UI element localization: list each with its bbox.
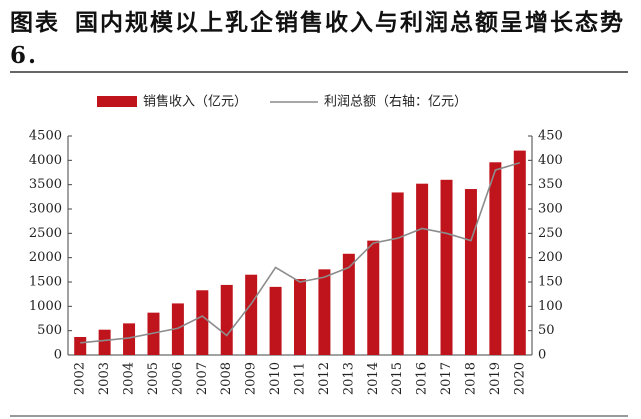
- y2-tick-label: 150: [538, 275, 563, 290]
- bar: [171, 303, 184, 355]
- x-tick-label: 2006: [170, 362, 185, 395]
- chart-title-block: 图表6. 国内规模以上乳企销售收入与利润总额呈增长态势: [10, 6, 631, 72]
- bar: [391, 192, 404, 355]
- x-tick-label: 2016: [415, 362, 430, 395]
- x-tick-label: 2017: [439, 362, 454, 395]
- y2-tick-label: 200: [538, 250, 563, 265]
- bar: [464, 189, 477, 355]
- x-tick-label: 2018: [463, 362, 478, 395]
- y2-tick-label: 450: [538, 129, 563, 144]
- bar: [269, 286, 282, 355]
- x-tick-label: 2015: [390, 362, 405, 395]
- bar: [245, 274, 258, 355]
- y-tick-label: 500: [37, 323, 62, 338]
- y-tick-label: 4500: [29, 129, 62, 144]
- bar: [123, 323, 136, 355]
- bar: [489, 162, 502, 355]
- bar: [98, 329, 111, 355]
- bar: [220, 284, 233, 355]
- y-tick-label: 1000: [29, 299, 62, 314]
- x-tick-label: 2013: [341, 362, 356, 395]
- x-tick-label: 2019: [488, 362, 503, 395]
- y2-tick-label: 100: [538, 299, 563, 314]
- x-tick-label: 2011: [293, 362, 308, 395]
- y-tick-label: 0: [54, 348, 62, 363]
- y-tick-label: 3000: [29, 202, 62, 217]
- y-tick-label: 1500: [29, 275, 62, 290]
- bar: [342, 253, 355, 355]
- legend-label: 利润总额（右轴：亿元）: [324, 95, 467, 110]
- y2-tick-label: 300: [538, 202, 563, 217]
- y-tick-label: 2000: [29, 250, 62, 265]
- bar: [367, 240, 380, 355]
- bar: [294, 279, 306, 355]
- y2-tick-label: 350: [538, 177, 563, 192]
- x-tick-label: 2014: [366, 362, 381, 395]
- x-tick-label: 2009: [244, 362, 259, 395]
- bar: [513, 150, 526, 355]
- x-tick-label: 2008: [219, 362, 234, 395]
- y-tick-label: 3500: [29, 177, 62, 192]
- bar: [196, 290, 209, 355]
- bar: [416, 183, 429, 355]
- title-label: 图表6.: [10, 9, 60, 69]
- bar: [74, 336, 87, 355]
- x-tick-label: 2010: [268, 362, 283, 395]
- legend-label: 销售收入（亿元）: [143, 94, 247, 110]
- legend-swatch: [97, 96, 137, 107]
- chart-title: 国内规模以上乳企销售收入与利润总额呈增长态势: [75, 9, 625, 36]
- x-tick-label: 2004: [122, 362, 137, 395]
- x-tick-label: 2005: [146, 362, 161, 395]
- y2-tick-label: 250: [538, 226, 563, 241]
- x-tick-label: 2003: [97, 362, 112, 395]
- y2-tick-label: 400: [538, 153, 563, 168]
- y-tick-label: 2500: [29, 226, 62, 241]
- bar: [440, 179, 453, 355]
- line: [80, 162, 521, 344]
- y2-tick-label: 50: [538, 323, 555, 338]
- x-tick-label: 2002: [73, 362, 88, 395]
- x-tick-label: 2020: [512, 362, 527, 395]
- y-tick-label: 4000: [29, 153, 62, 168]
- x-tick-label: 2012: [317, 362, 332, 395]
- bar: [318, 269, 331, 355]
- y2-tick-label: 0: [538, 348, 546, 363]
- x-tick-label: 2007: [195, 362, 210, 395]
